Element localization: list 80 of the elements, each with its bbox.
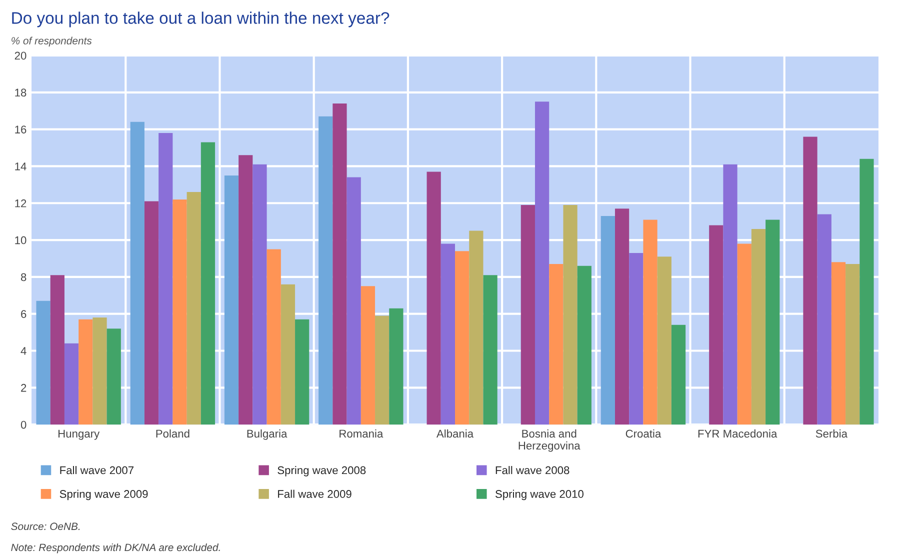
bar [737,244,752,425]
y-tick-label: 18 [15,88,26,97]
y-tick-label: 14 [15,162,26,170]
y-axis-title: % of respondents [12,36,92,46]
bar [252,164,267,425]
bar [766,220,780,425]
bar [469,230,484,425]
bar [657,256,672,425]
bar [723,164,738,425]
y-tick-label: 4 [20,347,26,355]
bar [172,199,187,425]
bar [600,216,615,425]
bar [817,214,832,425]
legend-label: Fall wave 2009 [278,490,352,498]
bar [50,275,64,425]
y-tick-label: 10 [15,236,26,244]
bar [266,249,281,425]
bar [92,318,107,425]
bar [318,116,333,425]
source-note: Source: OeNB. [11,522,80,530]
text: Note: Respondents with DK/NA are excluded. [11,543,220,554]
bar [360,286,376,425]
bar [614,208,630,425]
bar [426,172,441,425]
y-tick-label: 2 [21,384,26,392]
x-tick-label: Bosnia and Herzegovina [518,429,580,452]
bar [846,264,860,425]
x-tick-label: FYR Macedonia [698,429,778,438]
bar [751,228,766,425]
y-tick-label: 6 [21,310,26,318]
legend-label: Spring wave 2010 [495,490,584,500]
bar [629,252,644,425]
bar [831,262,846,425]
bar [200,142,216,425]
bar [671,324,686,425]
bar [375,316,390,425]
bar [295,319,310,425]
bar [520,204,535,425]
y-tick-label: 12 [15,199,26,208]
x-tick-label: Croatia [626,429,662,438]
bar [860,158,874,425]
x-tick-label: Poland [156,429,190,438]
bar [332,103,347,425]
legend-label: Spring wave 2008 [278,466,366,476]
bar [563,204,578,425]
bar [709,225,724,425]
x-tick-label: Hungary [58,430,100,440]
x-tick-label: Serbia [816,429,848,438]
legend-label: Fall wave 2008 [496,466,570,474]
bar [577,266,592,425]
chart-title: Do you plan to take out a loan within the next year? [12,12,390,28]
bar [643,220,658,425]
bar [64,343,79,425]
legend-label: Spring wave 2009 [60,490,148,500]
bar [803,136,818,425]
bar [144,201,159,425]
x-tick-label: Albania [436,429,474,438]
bar [534,102,550,425]
bar [106,328,121,425]
y-tick-label: 0 [20,420,26,429]
x-tick-label: Romania [340,429,384,438]
bar [455,251,470,425]
bar [224,175,239,425]
y-tick-label: 8 [20,273,26,282]
y-tick-label: 16 [15,126,26,134]
bar [389,308,404,425]
legend-label: Fall wave 2007 [60,466,134,474]
bar [346,177,361,425]
bar [36,300,50,425]
bar [158,133,173,425]
y-tick-label: 20 [14,52,26,60]
bar [440,244,456,425]
x-tick-label: Bulgaria [247,429,288,440]
bar [280,284,296,425]
bar [130,122,144,425]
bar [549,264,564,425]
bar [483,275,498,425]
bar [186,192,201,425]
bar [238,155,253,425]
bar [78,319,93,425]
